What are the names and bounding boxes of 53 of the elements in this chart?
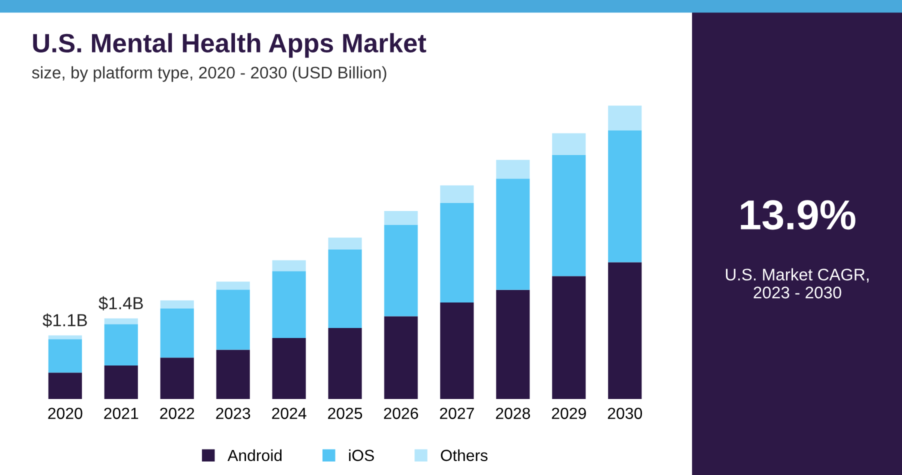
x-tick-label: 2024 [272, 408, 306, 420]
bar [496, 290, 530, 399]
bar [496, 178, 530, 290]
text: 13.9% [740, 200, 856, 230]
bar [104, 324, 138, 366]
x-tick-label: 2029 [552, 408, 586, 420]
chart-subtitle: size, by platform type, 2020 - 2030 (USD Billion) [32, 66, 386, 82]
bar [384, 316, 418, 399]
x-tick-label: 2023 [216, 408, 250, 420]
bar [608, 262, 642, 399]
bar [160, 358, 194, 399]
x-tick-label: 2026 [384, 408, 418, 420]
bar [552, 276, 586, 399]
bar [552, 133, 586, 155]
bar [608, 130, 642, 262]
x-tick-label: 2027 [440, 408, 474, 420]
annotation: $1.4B [98, 296, 143, 310]
bar [608, 106, 642, 130]
text: U.S. Market CAGR, 2023 - 2030 [726, 268, 869, 298]
bar [328, 328, 362, 399]
bar [216, 282, 250, 290]
chart-title: U.S. Mental Health Apps Market [33, 33, 426, 58]
annotation: $1.1B [42, 313, 87, 328]
x-tick-label: 2030 [608, 408, 642, 420]
bar [328, 238, 362, 250]
bar [104, 366, 138, 399]
x-tick-label: 2022 [160, 408, 194, 420]
bar [384, 224, 418, 316]
x-tick-label: 2021 [104, 408, 138, 420]
bar [216, 350, 250, 399]
legend-label: Others [440, 449, 488, 462]
legend-label: Android [228, 449, 282, 462]
legend-label: iOS [349, 449, 374, 462]
bar [160, 300, 194, 308]
bar [48, 372, 82, 399]
bar [496, 160, 530, 179]
bar [328, 249, 362, 328]
x-tick-label: 2025 [328, 408, 362, 420]
bar [48, 339, 82, 373]
bar [104, 318, 138, 324]
bar [440, 203, 474, 302]
bar [216, 290, 250, 350]
x-tick-label: 2028 [496, 408, 530, 420]
bar [272, 260, 306, 272]
bar [272, 338, 306, 399]
x-tick-label: 2020 [48, 408, 82, 420]
bar [48, 335, 82, 340]
bar [384, 210, 418, 225]
bar [440, 302, 474, 399]
bar [160, 308, 194, 358]
bar [440, 185, 474, 204]
bar [552, 154, 586, 276]
bar [272, 271, 306, 338]
